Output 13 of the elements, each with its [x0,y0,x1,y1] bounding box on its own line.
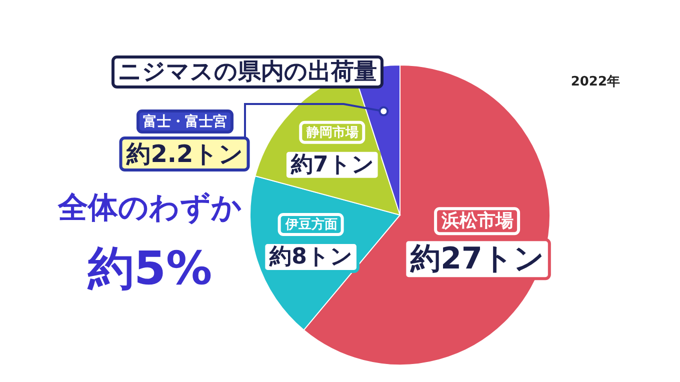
slice-label: 静岡市場 [306,124,359,140]
annotation: 全体のわずか [58,190,242,226]
slice-label: 浜松市場 [440,210,514,232]
slice-label: 伊豆方面 [284,216,338,232]
data-label: 約8トン [268,244,353,270]
slice-label: 富士・富士宮 [143,113,227,130]
chart-title: ニジマスの県内の出荷量 [118,59,377,85]
annotation: 約5% [88,241,212,295]
text: 2022年 [570,74,620,90]
data-label: 約27トン [410,242,544,277]
data-label: 約2.2トン [126,140,244,168]
data-label: 約7トン [290,152,374,178]
title: ニジマスの県内の出荷量 [112,56,384,88]
